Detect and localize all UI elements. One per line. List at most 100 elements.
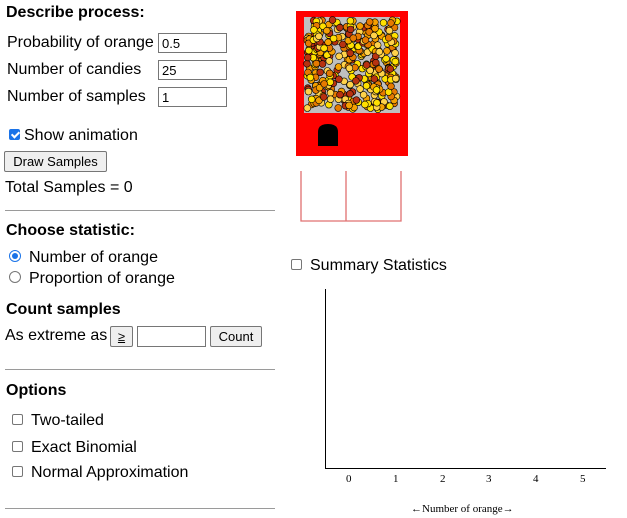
candy: [303, 60, 311, 68]
candy: [304, 87, 313, 96]
normal-approx-checkbox[interactable]: [12, 466, 23, 477]
plot-y-axis: [325, 289, 326, 469]
candy: [391, 49, 399, 57]
candy: [307, 95, 316, 104]
candy: [346, 90, 354, 98]
probability-input[interactable]: [158, 33, 227, 53]
candy: [387, 82, 395, 91]
candy: [318, 60, 327, 68]
candy: [346, 49, 354, 57]
candy: [375, 65, 383, 73]
candy: [335, 75, 343, 83]
samples-input[interactable]: [158, 87, 227, 107]
statistic-proportion-label: Proportion of orange: [29, 270, 175, 287]
show-animation-label: Show animation: [24, 127, 138, 144]
candy: [329, 34, 338, 43]
exact-binomial-label: Exact Binomial: [31, 439, 137, 456]
candy: [352, 96, 361, 104]
show-animation-checkbox[interactable]: [9, 129, 20, 140]
candy: [373, 99, 381, 107]
candy: [370, 31, 378, 40]
candy-machine: [296, 11, 408, 156]
candy: [316, 68, 324, 76]
candy: [320, 93, 328, 101]
candy: [372, 86, 381, 94]
divider: [5, 508, 275, 509]
candy: [362, 61, 371, 69]
exact-binomial-checkbox[interactable]: [12, 441, 23, 452]
candy: [345, 64, 354, 72]
candy: [379, 19, 388, 27]
x-tick-label: 1: [393, 473, 399, 485]
candy: [382, 54, 390, 63]
candy: [346, 25, 355, 34]
candy: [384, 34, 393, 42]
candy: [362, 82, 371, 90]
candy: [391, 74, 400, 83]
candy: [346, 80, 354, 89]
candy: [334, 104, 342, 112]
probability-label: Probability of orange: [7, 34, 154, 51]
extreme-value-input[interactable]: [137, 326, 206, 347]
x-tick-label: 2: [440, 473, 446, 485]
operator-select[interactable]: ≥: [110, 326, 133, 347]
divider: [5, 369, 275, 370]
count-samples-heading: Count samples: [6, 301, 121, 318]
candy: [326, 89, 335, 97]
candy: [373, 41, 382, 49]
x-axis-label: ←Number of orange→: [411, 503, 514, 515]
candy: [387, 19, 395, 27]
candy: [372, 58, 380, 67]
candy: [312, 59, 321, 68]
candy: [346, 17, 355, 25]
normal-approx-label: Normal Approximation: [31, 464, 189, 481]
divider: [5, 210, 275, 211]
x-tick-label: 5: [580, 473, 586, 485]
draw-samples-button[interactable]: Draw Samples: [4, 151, 107, 172]
candy: [336, 90, 344, 99]
candy: [365, 18, 374, 26]
candy: [320, 80, 328, 88]
candy: [326, 69, 334, 77]
candy-pile: [303, 16, 401, 113]
candy: [326, 95, 335, 103]
sample-tray: [300, 171, 402, 222]
candy: [303, 53, 312, 62]
samples-label: Number of samples: [7, 88, 146, 105]
candy: [328, 16, 337, 24]
summary-statistics-label: Summary Statistics: [310, 257, 447, 274]
x-tick-label: 3: [486, 473, 492, 485]
candy: [349, 34, 357, 42]
candy: [370, 75, 379, 83]
candy: [356, 22, 364, 30]
total-samples-text: Total Samples = 0: [5, 179, 133, 196]
count-button[interactable]: Count: [210, 326, 262, 347]
choose-statistic-heading: Choose statistic:: [6, 222, 135, 239]
summary-statistics-checkbox[interactable]: [291, 259, 302, 270]
candy-chute: [318, 124, 338, 146]
candy: [336, 23, 344, 32]
x-tick-label: 4: [533, 473, 539, 485]
statistic-number-radio[interactable]: [9, 250, 21, 262]
candy: [320, 44, 328, 52]
candy: [386, 102, 394, 110]
candies-input[interactable]: [158, 60, 227, 80]
candy: [303, 104, 312, 112]
statistic-number-label: Number of orange: [29, 249, 158, 266]
candy: [324, 38, 332, 46]
as-extreme-label: As extreme as: [5, 327, 108, 344]
candy: [383, 47, 391, 55]
describe-process-heading: Describe process:: [6, 4, 145, 21]
candy: [323, 27, 331, 35]
candy: [361, 36, 370, 44]
candy: [310, 26, 318, 34]
candy: [325, 57, 333, 65]
candy: [334, 63, 343, 71]
statistic-proportion-radio[interactable]: [9, 271, 21, 283]
candy: [361, 100, 369, 109]
plot-x-axis: [325, 468, 606, 469]
candy: [335, 52, 343, 60]
two-tailed-checkbox[interactable]: [12, 414, 23, 425]
candies-label: Number of candies: [7, 61, 142, 78]
candy: [356, 85, 364, 93]
